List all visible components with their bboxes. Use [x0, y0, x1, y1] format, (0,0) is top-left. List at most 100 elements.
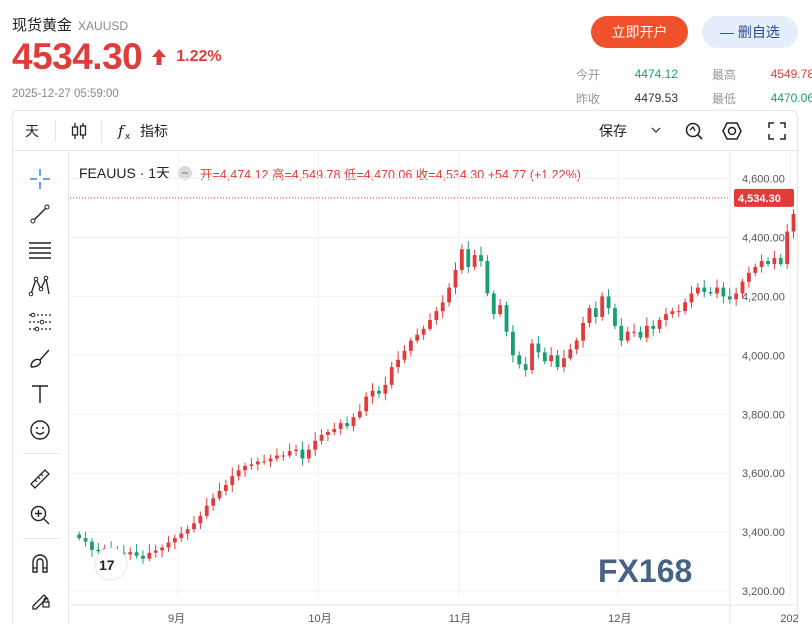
toolbar-divider — [55, 119, 56, 142]
legend-ohlc: 开=4,474.12 高=4,549.78 低=4,470.06 收=4,534… — [200, 167, 581, 182]
candle-body — [294, 449, 298, 452]
candle-body — [306, 449, 311, 459]
candle-body — [664, 314, 668, 320]
toolbar-divider — [101, 119, 102, 142]
open-value: 4474.12 — [634, 67, 678, 81]
candle-body — [504, 305, 509, 332]
lock-pencil-icon — [32, 594, 50, 610]
candle-body — [606, 296, 611, 309]
candle-body — [402, 350, 407, 360]
candle-body — [147, 552, 152, 559]
low-label: 最低 — [712, 91, 737, 106]
emoji-icon — [30, 420, 50, 440]
candle-body — [466, 249, 471, 267]
save-menu[interactable]: 保存 — [599, 121, 627, 141]
chart-legend: FEAUUS · 1天 − 开=4,474.12 高=4,549.78 低=4,… — [79, 163, 581, 183]
candle-body — [377, 390, 381, 394]
projection-tool[interactable] — [27, 309, 53, 335]
candle-body — [498, 305, 503, 315]
candle-body — [734, 293, 739, 300]
candle-body — [683, 302, 688, 312]
candle-body — [141, 555, 145, 559]
candle-body — [338, 423, 343, 430]
candle-body — [523, 364, 528, 371]
magnet-tool[interactable] — [27, 550, 53, 576]
lock-drawing-tool[interactable] — [27, 586, 53, 612]
candle-body — [791, 213, 796, 232]
interval-label: 天 — [25, 122, 39, 139]
interval-selector[interactable]: 天 — [25, 121, 39, 141]
candle-body — [600, 296, 605, 318]
drawing-toolbar — [13, 152, 69, 624]
candle-body — [510, 331, 515, 356]
candle-body — [128, 552, 133, 555]
high-value: 4549.78 — [770, 67, 812, 81]
candle-body — [472, 255, 477, 267]
candle-body — [319, 434, 324, 441]
collapse-legend-icon[interactable]: − — [178, 166, 193, 180]
candle-body — [204, 505, 209, 516]
candle-body — [670, 311, 675, 315]
emoji-tool[interactable] — [27, 417, 53, 443]
quick-search-icon[interactable] — [683, 120, 705, 142]
crosshair-icon — [30, 169, 50, 189]
candle-body — [185, 529, 190, 534]
y-tick-label: 3,800.00 — [742, 409, 785, 421]
candle-body — [326, 431, 330, 435]
function-icon: f x — [117, 122, 131, 140]
y-tick-label: 4,200.00 — [742, 291, 785, 303]
text-tool[interactable] — [27, 381, 53, 407]
ruler-tool[interactable] — [27, 466, 53, 492]
candle-body — [721, 287, 726, 297]
text-icon — [32, 385, 48, 403]
candle-body — [549, 355, 554, 362]
fullscreen-icon[interactable] — [767, 121, 787, 141]
candle-body — [695, 287, 700, 294]
fx168-watermark: FX168 — [598, 553, 692, 589]
candle-body — [587, 308, 592, 323]
candle-body — [300, 449, 305, 459]
brush-tool[interactable] — [27, 345, 53, 371]
fib-tool[interactable] — [27, 237, 53, 263]
pattern-tool[interactable] — [27, 273, 53, 299]
candle-body — [542, 352, 547, 362]
indicators-button[interactable]: f x 指标 — [117, 121, 168, 141]
settings-icon[interactable] — [721, 120, 743, 142]
chart-type-button[interactable] — [71, 122, 87, 140]
candle-body — [243, 465, 247, 471]
candle-body — [753, 266, 758, 273]
pattern-icon — [28, 275, 50, 297]
y-tick-label: 4,400.00 — [742, 232, 785, 244]
instrument-header: 现货黄金 XAUUSD — [12, 14, 128, 35]
candle-body — [555, 355, 560, 368]
last-price-label: 4,534.30 — [738, 193, 781, 205]
candle-body — [332, 429, 337, 432]
candle-body — [632, 331, 637, 333]
candle-body — [619, 325, 624, 341]
candle-body — [676, 311, 681, 313]
candle-body — [211, 498, 216, 506]
y-tick-label: 4,000.00 — [742, 350, 785, 362]
candle-body — [434, 311, 439, 320]
candle-body — [230, 476, 235, 486]
crosshair-tool[interactable] — [27, 166, 53, 192]
candle-body — [479, 255, 483, 262]
candlestick-chart[interactable]: 3,200.00 3,400.00 3,600.00 3,800.00 4,000.00… — [70, 152, 798, 624]
candle-body — [153, 550, 158, 553]
trendline-tool[interactable] — [27, 201, 53, 227]
candle-body — [613, 308, 617, 326]
candle-body — [746, 272, 751, 282]
chevron-down-icon[interactable] — [650, 125, 662, 135]
candle-body — [727, 296, 732, 300]
candle-body — [708, 291, 713, 294]
candle-body — [396, 359, 401, 368]
zoom-tool[interactable] — [27, 502, 53, 528]
candle-body — [740, 281, 745, 294]
remove-favorite-button[interactable]: — 删自选 — [702, 16, 798, 48]
candle-body — [96, 549, 101, 552]
chart-card: 天 f x 指标 保存 — [12, 110, 799, 624]
open-account-button[interactable]: 立即开户 — [591, 16, 688, 48]
candle-body — [274, 455, 279, 459]
candle-body — [357, 411, 362, 418]
candle-body — [217, 490, 222, 499]
